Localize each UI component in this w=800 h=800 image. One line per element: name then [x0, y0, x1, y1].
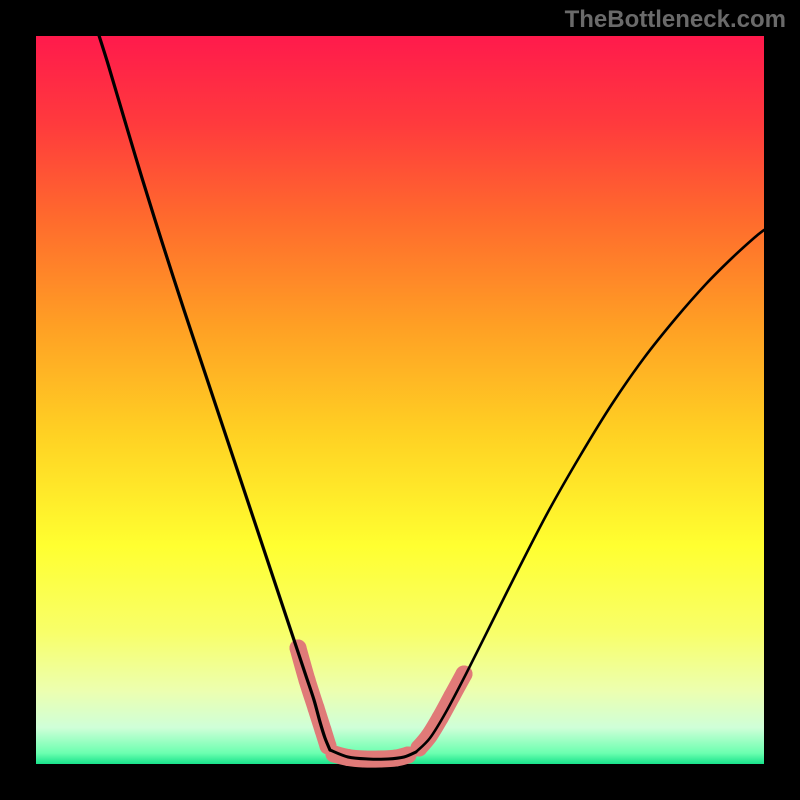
- chart-canvas: TheBottleneck.com: [0, 0, 800, 800]
- watermark-text: TheBottleneck.com: [565, 6, 786, 34]
- chart-plot-area: [36, 36, 764, 764]
